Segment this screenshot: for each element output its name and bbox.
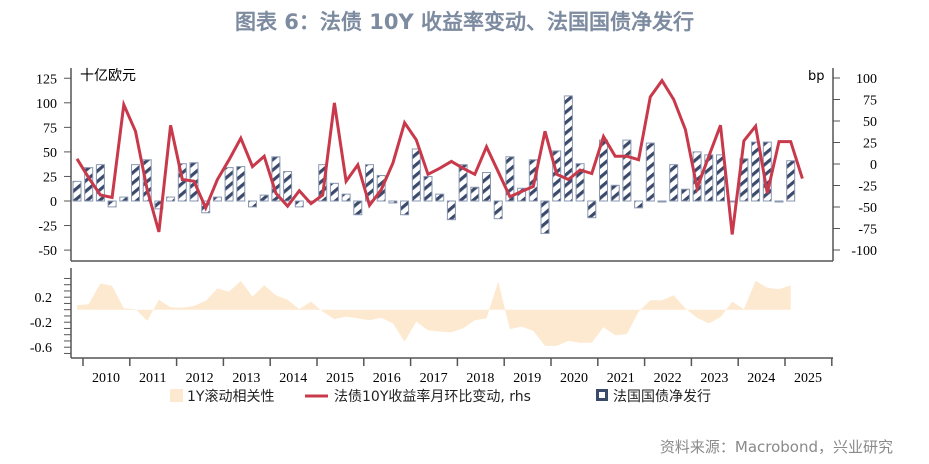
issuance-bar [259, 194, 269, 202]
left-tick-label: 125 [36, 72, 57, 87]
issuance-bar [540, 200, 550, 234]
yield-change-line [75, 77, 804, 235]
issuance-bar [446, 200, 456, 221]
issuance-bar [575, 163, 585, 202]
correlation-area [77, 280, 791, 346]
legend-issuance: 法国国债净发行 [613, 389, 711, 405]
issuance-bar [669, 164, 679, 202]
left-tick-label: -25 [38, 220, 57, 235]
issuance-bar [786, 160, 796, 202]
issuance-bar [212, 196, 222, 202]
legend-bar-swatch-inner [599, 392, 605, 398]
x-tick-label: 2016 [373, 371, 401, 386]
issuance-bar [131, 164, 140, 202]
issuance-bar [318, 164, 328, 202]
x-tick-label: 2025 [794, 371, 822, 386]
x-tick-label: 2010 [92, 371, 120, 386]
x-tick-label: 2019 [513, 371, 541, 386]
issuance-bar [657, 200, 667, 203]
x-tick-label: 2023 [700, 371, 728, 386]
left-tick-label: -50 [38, 244, 57, 259]
issuance-bar [610, 184, 620, 202]
left-tick-label: 75 [43, 121, 57, 136]
left-tick-label: 50 [43, 146, 57, 161]
issuance-bar [411, 148, 421, 202]
issuance-bar [505, 156, 515, 202]
issuance-bar [622, 139, 632, 202]
issuance-bar [283, 171, 293, 202]
issuance-bar [634, 200, 644, 209]
x-tick-label: 2013 [232, 371, 260, 386]
right-tick-label: 25 [863, 137, 877, 152]
chart-title: 图表 6：法债 10Y 收益率变动、法国国债净发行 [235, 10, 694, 34]
issuance-bar [493, 200, 503, 220]
issuance-bar [388, 200, 398, 204]
issuance-bar [166, 196, 176, 202]
legend-yield-change: 法债10Y收益率月环比变动, rhs [334, 388, 531, 405]
issuance-bar [177, 163, 187, 202]
x-tick-label: 2018 [466, 371, 494, 386]
issuance-bar [645, 142, 655, 202]
right-unit-label: bp [808, 69, 825, 84]
issuance-bar [236, 166, 246, 202]
issuance-bar [95, 164, 105, 202]
issuance-bar [458, 164, 468, 202]
issuance-bar [716, 154, 725, 202]
x-tick-label: 2022 [654, 371, 682, 386]
issuance-bar [587, 200, 597, 219]
right-tick-label: 0 [870, 158, 877, 173]
x-tick-label: 2017 [420, 371, 448, 386]
x-tick-label: 2024 [747, 371, 775, 386]
issuance-bar [329, 182, 339, 202]
x-tick-label: 2014 [279, 371, 307, 386]
issuance-bar [142, 159, 152, 202]
bottom-tick-label: -0.6 [30, 341, 52, 356]
legend-area-swatch [170, 389, 183, 402]
right-tick-label: -50 [858, 201, 877, 216]
issuance-bar [482, 172, 491, 202]
x-tick-label: 2012 [186, 371, 214, 386]
issuance-bar [680, 188, 690, 202]
left-tick-label: 100 [36, 97, 57, 112]
x-tick-label: 2020 [560, 371, 588, 386]
issuance-bar [119, 196, 129, 202]
issuance-bar [751, 141, 761, 202]
legend-correlation: 1Y滚动相关性 [187, 388, 274, 405]
issuance-bar [400, 200, 410, 216]
issuance-bar [423, 175, 433, 202]
right-tick-label: -75 [858, 223, 877, 238]
x-tick-label: 2021 [607, 371, 635, 386]
left-tick-label: 25 [43, 170, 57, 185]
x-tick-label: 2015 [326, 371, 354, 386]
issuance-bar [107, 200, 117, 208]
issuance-bar [470, 186, 480, 202]
issuance-bar [72, 180, 82, 202]
right-tick-label: 75 [863, 94, 877, 109]
x-tick-label: 2011 [139, 371, 166, 386]
right-tick-label: 50 [863, 115, 877, 130]
issuance-bar [341, 193, 351, 202]
issuance-bar [435, 193, 445, 202]
issuance-bar [294, 200, 304, 208]
issuance-bar [224, 167, 234, 202]
issuance-bar [353, 200, 363, 216]
bottom-tick-label: -0.2 [30, 316, 52, 331]
left-tick-label: 0 [50, 195, 57, 210]
issuance-bar [563, 95, 573, 202]
source-note: 资料来源：Macrobond，兴业研究 [659, 438, 893, 456]
bottom-tick-label: 0.2 [35, 291, 53, 306]
right-tick-label: -25 [858, 180, 877, 195]
right-tick-label: -100 [851, 244, 877, 259]
left-unit-label: 十亿欧元 [80, 68, 136, 84]
right-tick-label: 100 [856, 72, 877, 87]
issuance-bar [774, 200, 784, 203]
issuance-bar [248, 200, 257, 208]
